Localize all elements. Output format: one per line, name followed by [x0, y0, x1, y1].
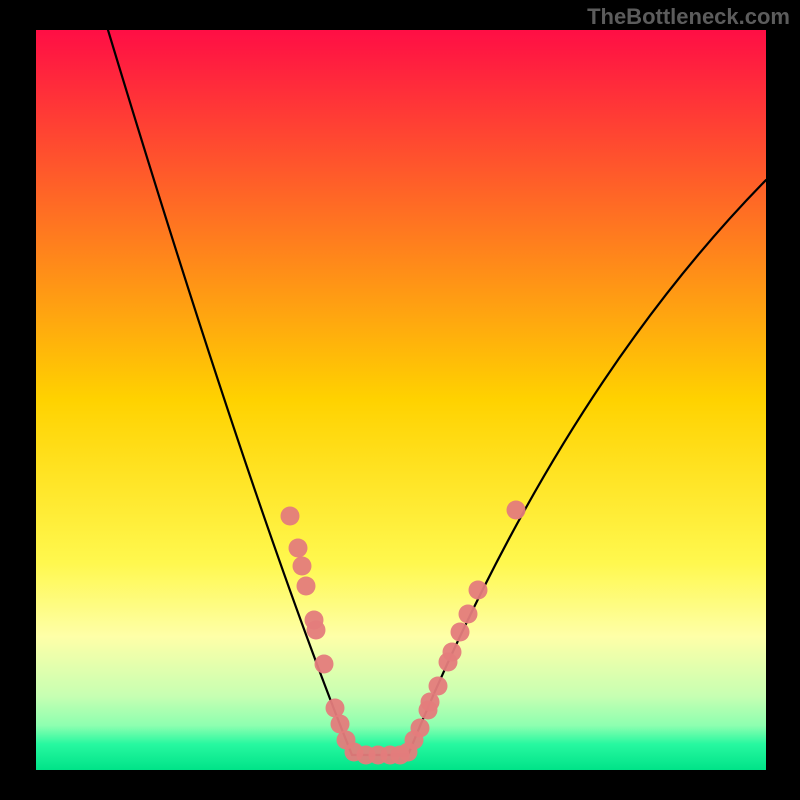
data-marker [469, 581, 488, 600]
gradient-background [36, 30, 766, 770]
data-marker [451, 623, 470, 642]
watermark-text: TheBottleneck.com [587, 4, 790, 30]
data-marker [459, 605, 478, 624]
data-marker [307, 621, 326, 640]
data-marker [443, 643, 462, 662]
data-marker [293, 557, 312, 576]
data-marker [411, 719, 430, 738]
bottleneck-chart [0, 0, 800, 800]
data-marker [507, 501, 526, 520]
data-marker [429, 677, 448, 696]
data-marker [297, 577, 316, 596]
chart-container: { "watermark": "TheBottleneck.com", "can… [0, 0, 800, 800]
data-marker [315, 655, 334, 674]
data-marker [281, 507, 300, 526]
data-marker [289, 539, 308, 558]
